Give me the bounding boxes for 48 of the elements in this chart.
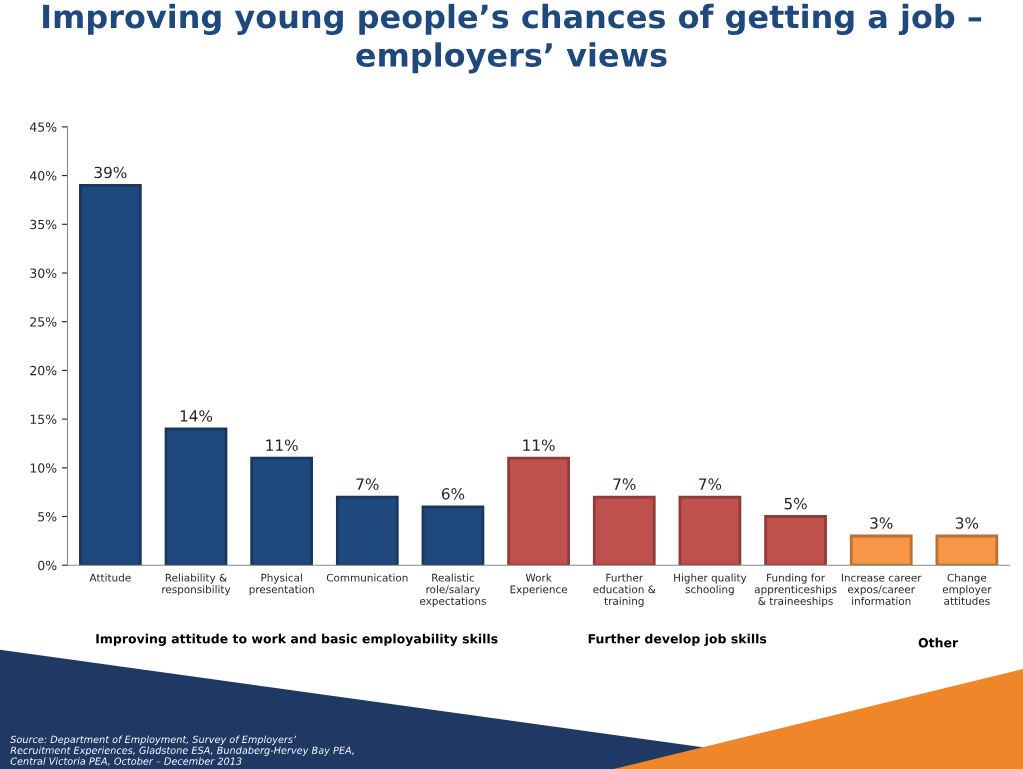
data-label: 11%	[523, 439, 555, 451]
y-tick-label: 5%	[38, 511, 57, 522]
data-label: 39%	[94, 166, 127, 179]
x-tick-label: Work Experience	[510, 573, 568, 596]
x-tick-label: Communication	[326, 573, 408, 582]
bar	[849, 534, 913, 566]
data-label: 7%	[613, 478, 636, 490]
bar	[164, 427, 228, 566]
bar	[507, 456, 570, 566]
bar	[592, 495, 656, 566]
y-tick-label: 35%	[30, 219, 57, 230]
chart-title: Improving young people’s chances of getting a job – employers’ views	[43, 3, 982, 74]
x-tick-label: Higher quality schooling	[674, 573, 747, 596]
bar	[250, 456, 314, 566]
y-tick-label: 25%	[30, 317, 57, 327]
y-tick-label: 40%	[29, 171, 57, 181]
bar	[335, 495, 399, 566]
bar	[764, 515, 827, 566]
bar	[78, 183, 142, 566]
bar	[678, 495, 742, 566]
data-label: 3%	[870, 517, 893, 529]
y-tick-label: 20%	[30, 365, 57, 376]
x-tick-label: Further education & training	[593, 573, 656, 607]
x-tick-label: Increase career expos/career information	[841, 573, 922, 605]
text: Other	[918, 637, 959, 648]
x-tick-label: Physical presentation	[249, 573, 314, 596]
x-tick-label: Reliability & responsibility	[162, 573, 231, 596]
text: Improving attitude to work and basic employability skills	[96, 633, 498, 646]
x-tick-label: Funding for apprenticeships & traineeships	[754, 573, 837, 607]
text: Further develop job skills	[588, 633, 767, 646]
x-tick-label: Realistic role/salary expectations	[420, 573, 486, 607]
x-tick-label: Attitude	[89, 573, 131, 582]
data-label: 7%	[699, 478, 722, 490]
y-tick-label: 10%	[30, 463, 57, 473]
y-tick-label: 15%	[30, 414, 57, 425]
data-label: 7%	[356, 478, 379, 490]
bar	[421, 505, 485, 566]
data-label: 6%	[441, 488, 465, 500]
data-label: 3%	[955, 517, 979, 529]
y-tick-label: 45%	[29, 122, 57, 132]
y-tick-label: 0%	[38, 560, 57, 571]
data-label: 5%	[784, 497, 807, 510]
y-tick-label: 30%	[30, 268, 57, 278]
data-label: 14%	[180, 410, 213, 422]
bar	[935, 534, 999, 566]
data-label: 11%	[266, 439, 298, 451]
source-note: Source: Department of Employment, Survey of Employers’ Recruitment Experiences, Gladstone ESA, Bundaberg-Hervey Bay PEA, Central Victoria PEA, October – December 2013	[10, 735, 354, 766]
x-tick-label: Change employer attitudes	[942, 573, 992, 605]
